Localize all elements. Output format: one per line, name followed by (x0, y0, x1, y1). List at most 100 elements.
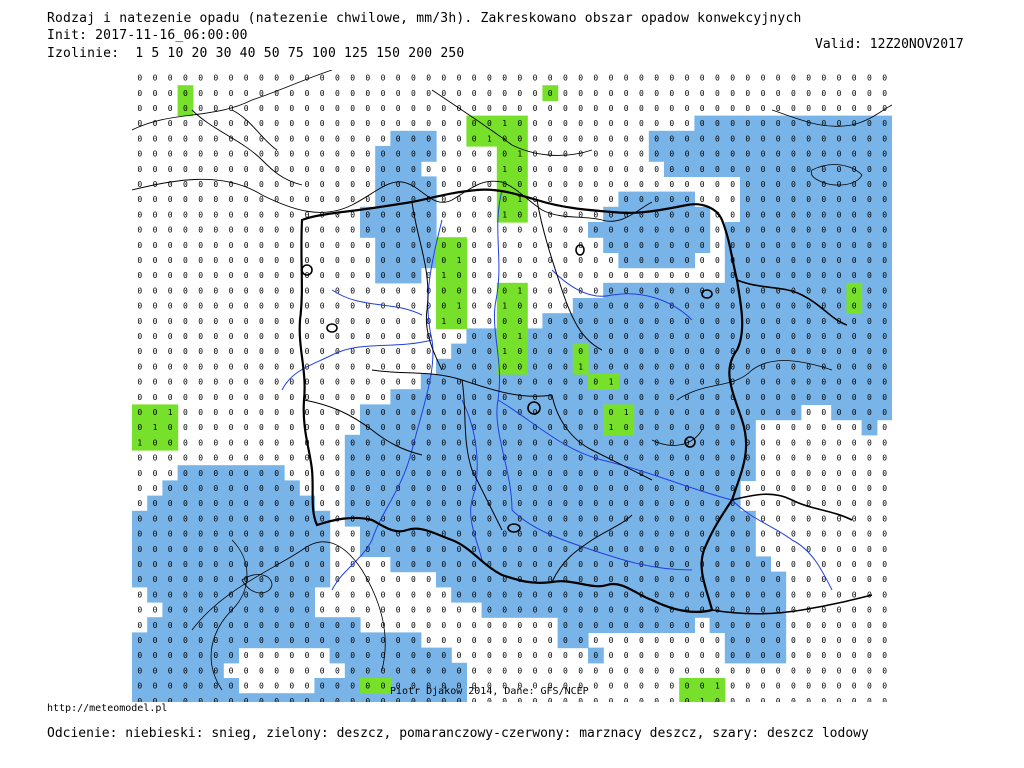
intensity-symbol: 0 (867, 74, 872, 83)
intensity-symbol: 0 (441, 499, 446, 508)
snow-cell (390, 267, 407, 284)
snow-cell (709, 480, 726, 497)
snow-cell (861, 389, 878, 405)
intensity-symbol: 0 (168, 347, 173, 356)
intensity-symbol: 0 (730, 545, 735, 554)
intensity-symbol: 0 (229, 408, 234, 417)
snow-cell (436, 434, 452, 451)
intensity-symbol: 0 (137, 195, 142, 204)
intensity-symbol: 0 (274, 74, 279, 83)
snow-cell (360, 495, 376, 512)
intensity-symbol: 0 (350, 104, 355, 113)
intensity-symbol: 0 (715, 256, 720, 265)
intensity-symbol: 0 (274, 697, 279, 702)
snow-cell (755, 252, 771, 269)
snow-cell (861, 206, 878, 223)
snow-cell (648, 358, 665, 375)
snow-cell (375, 404, 391, 421)
intensity-symbol: 0 (244, 393, 249, 402)
snow-cell (770, 404, 787, 421)
intensity-symbol: 0 (685, 682, 690, 691)
intensity-symbol: 0 (305, 150, 310, 159)
intensity-symbol: 0 (715, 469, 720, 478)
snow-cell (816, 313, 832, 329)
intensity-symbol: 0 (396, 150, 401, 159)
intensity-symbol: 0 (305, 226, 310, 235)
intensity-symbol: 0 (472, 590, 477, 599)
snow-cell (755, 191, 771, 208)
intensity-symbol: 0 (168, 241, 173, 250)
intensity-symbol: 0 (289, 697, 294, 702)
intensity-symbol: 0 (593, 74, 598, 83)
intensity-symbol: 0 (548, 408, 553, 417)
intensity-symbol: 0 (320, 241, 325, 250)
intensity-symbol: 0 (806, 651, 811, 660)
intensity-symbol: 0 (517, 560, 522, 569)
intensity-symbol: 0 (761, 621, 766, 630)
intensity-symbol: 0 (213, 241, 218, 250)
intensity-symbol: 0 (274, 469, 279, 478)
intensity-symbol: 0 (365, 378, 370, 387)
intensity-symbol: 0 (882, 332, 887, 341)
intensity-symbol: 0 (837, 499, 842, 508)
snow-cell (375, 146, 391, 162)
intensity-symbol: 0 (685, 651, 690, 660)
intensity-symbol: 0 (426, 560, 431, 569)
intensity-symbol: 0 (487, 545, 492, 554)
intensity-symbol: 0 (350, 682, 355, 691)
snow-cell (436, 358, 452, 375)
intensity-symbol: 0 (685, 408, 690, 417)
intensity-symbol: 0 (168, 697, 173, 702)
snow-cell (527, 419, 543, 436)
intensity-symbol: 0 (867, 621, 872, 630)
intensity-symbol: 0 (365, 317, 370, 326)
intensity-symbol: 0 (335, 651, 340, 660)
snow-cell (755, 130, 771, 147)
intensity-symbol: 0 (259, 454, 264, 463)
intensity-symbol: 0 (320, 317, 325, 326)
intensity-symbol: 0 (441, 454, 446, 463)
intensity-symbol: 0 (381, 484, 386, 493)
snow-cell (405, 267, 422, 284)
snow-cell (618, 343, 635, 360)
intensity-symbol: 0 (867, 104, 872, 113)
intensity-symbol: 0 (639, 393, 644, 402)
intensity-symbol: 0 (320, 286, 325, 295)
snow-cell (405, 161, 422, 177)
intensity-symbol: 0 (730, 560, 735, 569)
intensity-symbol: 0 (882, 606, 887, 615)
intensity-symbol: 0 (487, 89, 492, 98)
snow-cell (390, 161, 407, 177)
snow-cell (618, 374, 635, 390)
intensity-symbol: 0 (517, 74, 522, 83)
intensity-symbol: 0 (502, 484, 507, 493)
intensity-symbol: 0 (274, 499, 279, 508)
intensity-symbol: 0 (457, 484, 462, 493)
intensity-symbol: 0 (639, 256, 644, 265)
snow-cell (588, 465, 604, 481)
intensity-symbol: 0 (411, 666, 416, 675)
intensity-symbol: 0 (791, 74, 796, 83)
intensity-symbol: 0 (517, 317, 522, 326)
intensity-symbol: 0 (776, 393, 781, 402)
intensity-symbol: 0 (806, 195, 811, 204)
intensity-symbol: 0 (639, 134, 644, 143)
intensity-symbol: 0 (168, 590, 173, 599)
intensity-symbol: 0 (411, 590, 416, 599)
intensity-symbol: 0 (274, 682, 279, 691)
intensity-symbol: 0 (761, 682, 766, 691)
intensity-symbol: 0 (502, 423, 507, 432)
intensity-symbol: 0 (137, 393, 142, 402)
snow-cell (512, 389, 528, 405)
intensity-symbol: 0 (320, 378, 325, 387)
intensity-symbol: 0 (259, 226, 264, 235)
intensity-symbol: 0 (259, 210, 264, 219)
intensity-symbol: 0 (153, 195, 158, 204)
intensity-symbol: 0 (639, 89, 644, 98)
intensity-symbol: 0 (791, 636, 796, 645)
intensity-symbol: 0 (776, 666, 781, 675)
intensity-symbol: 0 (198, 697, 203, 702)
intensity-symbol: 0 (593, 560, 598, 569)
snow-cell (420, 404, 437, 421)
intensity-symbol: 0 (168, 226, 173, 235)
